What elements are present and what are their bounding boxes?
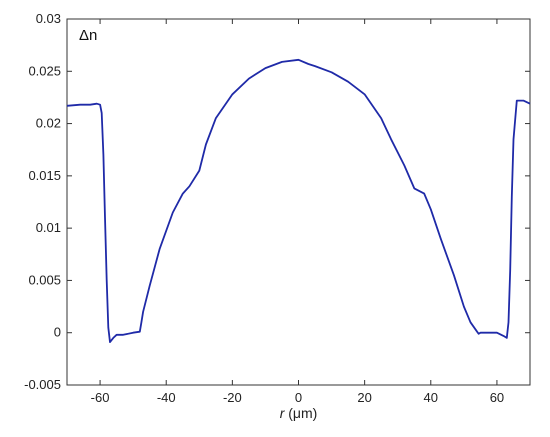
- series-line: [66, 58, 531, 344]
- delta-n-annotation: Δn: [79, 27, 97, 44]
- x-tick-label: 60: [490, 390, 504, 405]
- x-tick-label: -20: [223, 390, 242, 405]
- x-tick-label: 0: [295, 390, 302, 405]
- x-tick-label: 20: [357, 390, 371, 405]
- x-tick-label: -60: [91, 390, 110, 405]
- y-tick-label: 0.01: [36, 220, 61, 235]
- y-tick-label: 0.005: [28, 272, 61, 287]
- plot-layer: -60 -40 -20 0 20 40 60 -0.005 0 0.005 0.01 0.015 0.0…: [24, 11, 531, 405]
- plot-frame: [66, 18, 531, 386]
- y-tick-label: 0.03: [36, 11, 61, 26]
- y-tick-label: 0.015: [28, 168, 61, 183]
- x-tick-label: 40: [424, 390, 438, 405]
- y-tick-label: 0.02: [36, 116, 61, 131]
- y-tick-label: 0: [54, 325, 61, 340]
- x-axis-label-units: (μm): [284, 405, 317, 421]
- x-axis-label: r (μm): [280, 405, 318, 421]
- y-tick-label: -0.005: [24, 377, 61, 392]
- x-tick-label: -40: [157, 390, 176, 405]
- x-axis-label-italic: r: [280, 405, 286, 421]
- y-tick-label: 0.025: [28, 63, 61, 78]
